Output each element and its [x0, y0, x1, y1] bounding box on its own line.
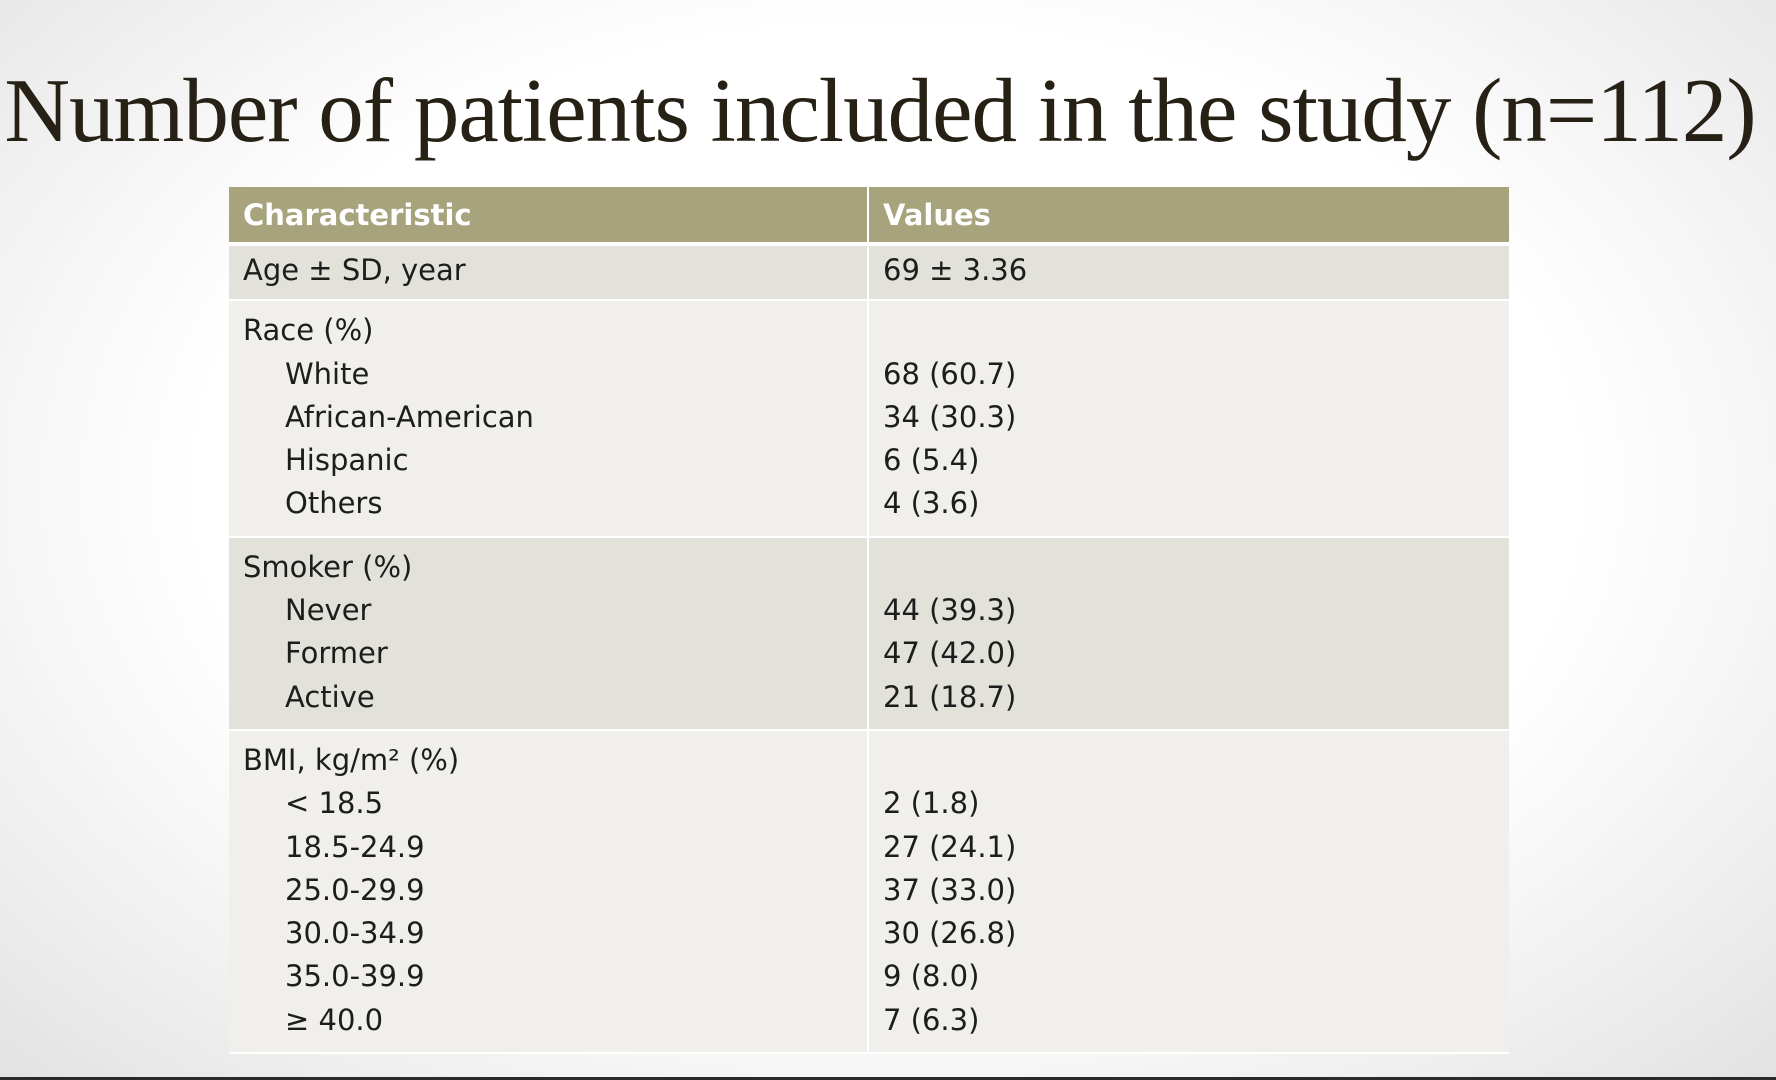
bmi-value-18-5-24-9: 27 (24.1) [883, 829, 1017, 864]
race-label-african-american: African-American [285, 399, 534, 434]
bmi-label: BMI, kg/m² (%) [243, 742, 460, 777]
race-label-others: Others [285, 486, 383, 521]
bmi-value-under-18-5: 2 (1.8) [883, 786, 980, 821]
race-label-hispanic: Hispanic [285, 443, 409, 478]
race-label: Race (%) [243, 313, 374, 348]
smoker-label-active: Active [285, 679, 375, 714]
bmi-label-18-5-24-9: 18.5-24.9 [285, 829, 425, 864]
smoker-value-active: 21 (18.7) [883, 679, 1017, 714]
value-cell: 44 (39.3) 47 (42.0) 21 (18.7) [869, 537, 1509, 731]
characteristic-cell: Race (%) White African-American Hispanic… [229, 301, 869, 538]
smoker-label: Smoker (%) [243, 549, 413, 584]
smoker-value-former: 47 (42.0) [883, 636, 1017, 671]
smoker-value-never: 44 (39.3) [883, 593, 1017, 628]
race-value-african-american: 34 (30.3) [883, 399, 1017, 434]
table-header-row: Characteristic Values [229, 187, 1509, 246]
bmi-value-blank [883, 739, 1509, 782]
age-value: 69 ± 3.36 [883, 253, 1028, 287]
value-cell: 2 (1.8) 27 (24.1) 37 (33.0) 30 (26.8) 9 … [869, 730, 1509, 1055]
bmi-value-40-plus: 7 (6.3) [883, 1002, 980, 1037]
slide-title: Number of patients included in the study… [4, 60, 1756, 161]
table-row-bmi: BMI, kg/m² (%) < 18.5 18.5-24.9 25.0-29.… [229, 730, 1509, 1055]
characteristic-cell: BMI, kg/m² (%) < 18.5 18.5-24.9 25.0-29.… [229, 730, 869, 1055]
race-value-hispanic: 6 (5.4) [883, 443, 980, 478]
bmi-value-30-0-34-9: 30 (26.8) [883, 916, 1017, 951]
column-header-characteristic: Characteristic [229, 187, 869, 246]
characteristics-table: Characteristic Values Age ± SD, year 69 … [229, 187, 1509, 1055]
bmi-label-under-18-5: < 18.5 [285, 786, 384, 821]
characteristic-cell: Smoker (%) Never Former Active [229, 537, 869, 731]
value-cell: 68 (60.7) 34 (30.3) 6 (5.4) 4 (3.6) [869, 301, 1509, 538]
race-label-white: White [285, 356, 370, 391]
smoker-value-blank [883, 546, 1509, 589]
race-value-others: 4 (3.6) [883, 486, 980, 521]
race-value-white: 68 (60.7) [883, 356, 1017, 391]
age-label: Age ± SD, year [243, 253, 466, 287]
smoker-label-never: Never [285, 593, 372, 628]
column-header-values: Values [869, 187, 1509, 246]
value-cell: 69 ± 3.36 [869, 246, 1509, 302]
bmi-label-30-0-34-9: 30.0-34.9 [285, 916, 425, 951]
table-row-smoker: Smoker (%) Never Former Active 44 (39.3)… [229, 537, 1509, 731]
bmi-value-25-0-29-9: 37 (33.0) [883, 872, 1017, 907]
bmi-label-40-plus: ≥ 40.0 [285, 1002, 384, 1037]
slide-bottom-bar [0, 1077, 1776, 1080]
characteristic-cell: Age ± SD, year [229, 246, 869, 302]
bmi-value-35-0-39-9: 9 (8.0) [883, 959, 980, 994]
bmi-label-25-0-29-9: 25.0-29.9 [285, 872, 425, 907]
race-value-blank [883, 309, 1509, 352]
table-row-race: Race (%) White African-American Hispanic… [229, 301, 1509, 538]
bmi-label-35-0-39-9: 35.0-39.9 [285, 959, 425, 994]
table-row-age: Age ± SD, year 69 ± 3.36 [229, 246, 1509, 302]
smoker-label-former: Former [285, 636, 388, 671]
